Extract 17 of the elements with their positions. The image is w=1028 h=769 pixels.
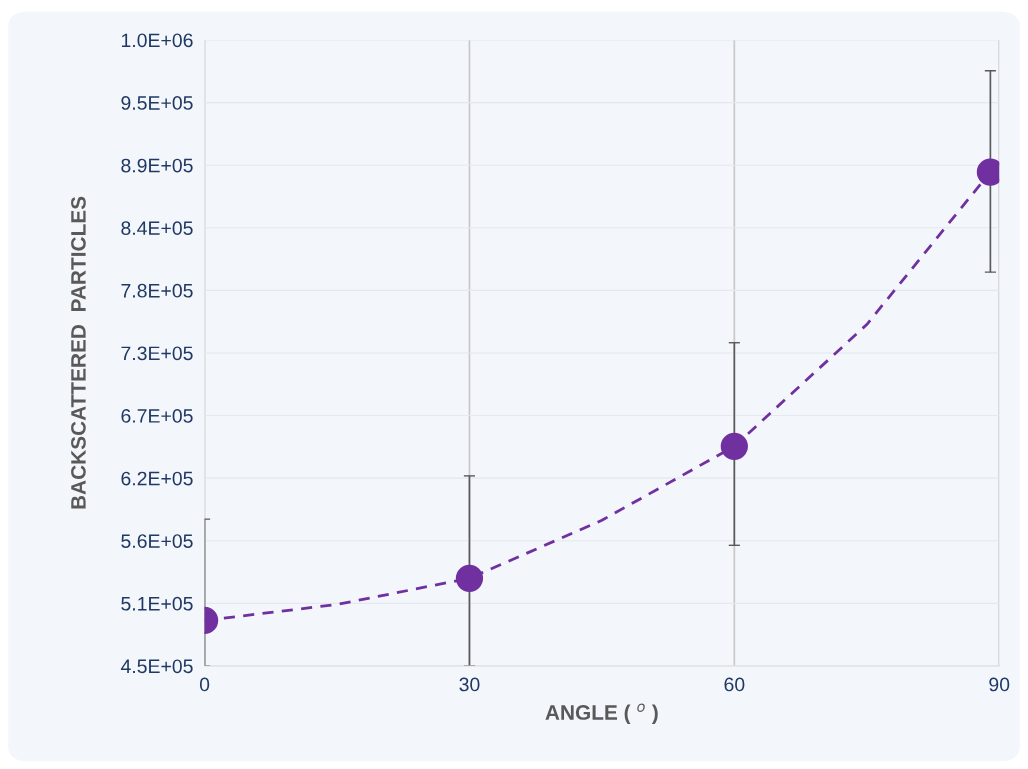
y-tick-label: 6.2E+05 bbox=[121, 471, 193, 486]
y-tick-label: 9.5E+05 bbox=[121, 96, 193, 110]
y-tick-label: 1.0E+06 bbox=[121, 33, 193, 48]
y-tick-label: 5.1E+05 bbox=[121, 596, 193, 611]
y-axis-title: BACKSCATTERED PARTICLES bbox=[71, 196, 86, 509]
y-tick-label: 6.7E+05 bbox=[121, 409, 193, 423]
y-tick-label: 8.9E+05 bbox=[121, 158, 193, 173]
x-tick-label: 0 bbox=[199, 677, 210, 692]
x-tick-label: 30 bbox=[459, 677, 480, 692]
x-tick-label: 60 bbox=[724, 677, 745, 692]
y-tick-label: 4.5E+05 bbox=[120, 659, 193, 674]
y-tick-label: 8.4E+05 bbox=[121, 221, 193, 236]
y-tick-label: 7.3E+05 bbox=[121, 346, 193, 361]
y-tick-label: 7.8E+05 bbox=[121, 283, 193, 298]
x-axis-title: ANGLE ( $^{o}$ ) bbox=[545, 703, 658, 724]
x-tick-label: 90 bbox=[989, 677, 1010, 692]
y-tick-label: 5.6E+05 bbox=[121, 534, 193, 548]
